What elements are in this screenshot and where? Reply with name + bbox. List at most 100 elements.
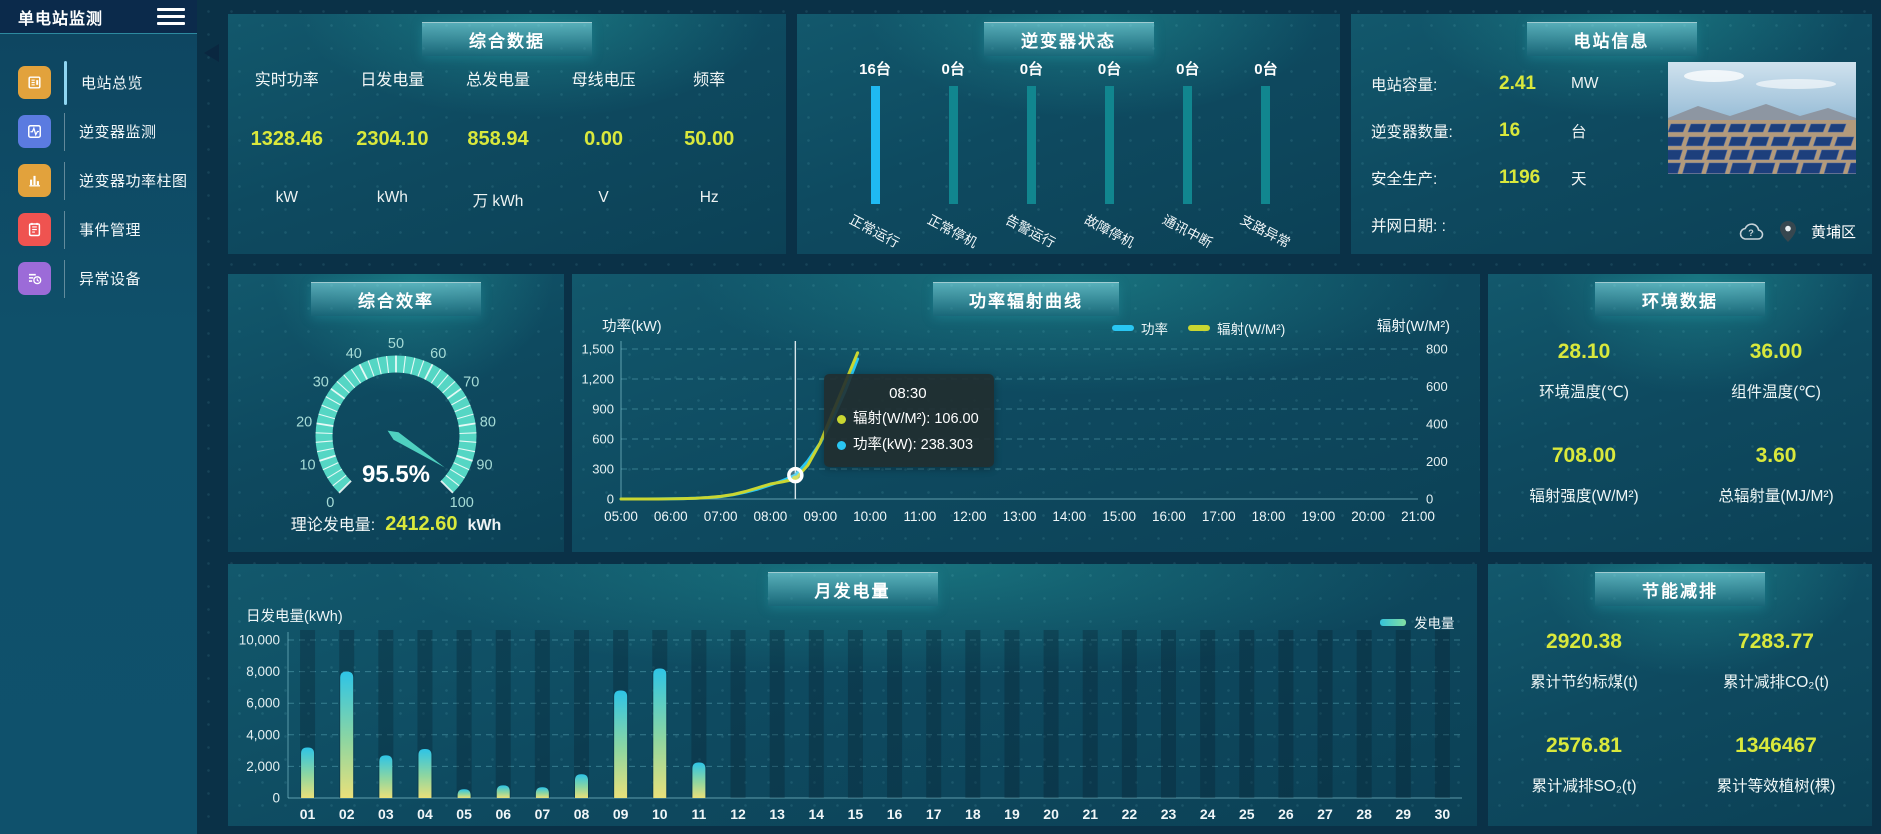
- svg-text:13:00: 13:00: [1003, 509, 1037, 524]
- generation-legend-swatch: [1380, 618, 1406, 626]
- metric-unit: Hz: [699, 189, 719, 206]
- news-icon: [18, 66, 51, 99]
- tooltip-row: 辐射(W/M²): 106.00: [837, 407, 979, 432]
- metric-value: 2920.38: [1546, 630, 1622, 653]
- theory-energy-value: 2412.60: [385, 513, 458, 535]
- svg-text:08: 08: [574, 806, 590, 822]
- status-bar: [1026, 86, 1036, 204]
- status-bar: [948, 86, 958, 204]
- location-pin-icon[interactable]: [1779, 221, 1796, 242]
- info-unit: 台: [1571, 123, 1587, 141]
- legend-item-功率[interactable]: 功率: [1112, 318, 1168, 338]
- panel-efficiency: 综合效率 0 10 20 30 40 50 60 70 80 90 100 95.5% 理论发电量: …: [228, 274, 564, 552]
- svg-text:17:00: 17:00: [1202, 509, 1236, 524]
- panel-title-summary: 综合数据: [422, 22, 592, 56]
- saving-metrics: 2920.38 累计节约标煤(t) 7283.77 累计减排CO₂(t) 2576.81…: [1488, 564, 1872, 796]
- metric-label: 累计等效植树(棵): [1716, 778, 1836, 795]
- summary-metric: 实时功率 1328.46 kW: [234, 66, 340, 211]
- weather-cloud-icon[interactable]: ?: [1737, 222, 1765, 242]
- svg-text:09: 09: [613, 806, 629, 822]
- svg-text:22: 22: [1122, 806, 1138, 822]
- legend-label: 功率: [1141, 322, 1168, 337]
- monthly-generation-chart[interactable]: 日发电量(kWh) 0 2,000 4,000 6,000 8,000 10,000 01 02…: [228, 564, 1477, 826]
- inverter-status-bars: 16台 正常运行 0台 正常停机 0台 告警运行 0台 故障停机 0台 通讯中断 0台 支路异常: [797, 14, 1340, 251]
- metric-unit: kWh: [376, 189, 408, 206]
- bar-chart-icon: [18, 164, 51, 197]
- legend-swatch: [1112, 325, 1134, 331]
- svg-text:日发电量(kWh): 日发电量(kWh): [246, 608, 343, 625]
- svg-text:23: 23: [1161, 806, 1177, 822]
- svg-text:6,000: 6,000: [246, 696, 280, 711]
- inverter-status-column: 0台 通讯中断: [1158, 58, 1218, 251]
- sidebar-item-label: 电站总览: [81, 75, 144, 92]
- info-value: 2.41: [1499, 72, 1536, 94]
- bar-chart-legend[interactable]: 发电量: [1380, 612, 1455, 632]
- inverter-status-column: 16台 正常运行: [845, 58, 905, 251]
- info-label: 逆变器数量:: [1371, 123, 1453, 141]
- status-count: 0台: [1176, 61, 1200, 78]
- sidebar-item-event-management[interactable]: 事件管理: [0, 205, 197, 254]
- svg-text:功率(kW): 功率(kW): [602, 318, 662, 335]
- metric-value: 28.10: [1557, 340, 1611, 363]
- svg-text:0: 0: [1426, 492, 1433, 507]
- svg-text:18: 18: [965, 806, 981, 822]
- summary-metric: 母线电压 0.00 V: [551, 66, 657, 211]
- svg-text:03: 03: [378, 806, 394, 822]
- collapse-sidebar-arrow[interactable]: [204, 44, 219, 62]
- metric-label: 累计减排SO₂(t): [1531, 778, 1637, 795]
- sidebar-header: 单电站监测: [0, 0, 197, 34]
- metric-label: 辐射强度(W/M²): [1529, 488, 1639, 505]
- metric-cell: 36.00 组件温度(℃): [1680, 340, 1872, 402]
- metric-label: 日发电量: [360, 72, 425, 89]
- info-value: 1196: [1499, 166, 1541, 188]
- svg-text:30: 30: [313, 374, 329, 390]
- status-count: 0台: [941, 61, 965, 78]
- location-name: 黄埔区: [1810, 224, 1856, 241]
- svg-text:26: 26: [1278, 806, 1294, 822]
- station-info-row: 安全生产: 1196 天: [1371, 154, 1661, 201]
- panel-title-monthly: 月发电量: [767, 572, 938, 606]
- svg-text:辐射(W/M²): 辐射(W/M²): [1377, 318, 1450, 335]
- legend-label: 辐射(W/M²): [1217, 322, 1286, 337]
- svg-text:12: 12: [730, 806, 746, 822]
- svg-text:04: 04: [417, 806, 433, 822]
- legend-item-辐射(W/M²)[interactable]: 辐射(W/M²): [1188, 318, 1285, 338]
- sidebar-item-abnormal-devices[interactable]: 异常设备: [0, 254, 197, 303]
- metric-unit: V: [598, 189, 609, 206]
- svg-text:0: 0: [607, 492, 614, 507]
- info-unit: MW: [1571, 74, 1599, 92]
- power-radiation-chart[interactable]: 功率(kW) 辐射(W/M²) 0 300 600 900 1,200 1,500 0 200 40…: [572, 274, 1480, 552]
- efficiency-gauge-chart[interactable]: 0 10 20 30 40 50 60 70 80 90 100 95.5%: [228, 302, 564, 510]
- svg-text:20: 20: [1043, 806, 1059, 822]
- svg-text:10,000: 10,000: [239, 633, 280, 648]
- metric-value: 2576.81: [1546, 734, 1622, 757]
- svg-text:10: 10: [299, 458, 315, 474]
- svg-text:10: 10: [652, 806, 668, 822]
- svg-text:300: 300: [592, 462, 614, 477]
- panel-power-radiation-curve: 功率辐射曲线 功率(kW) 辐射(W/M²) 0 300 600 900 1,200 1,50…: [572, 274, 1480, 552]
- metric-value: 1346467: [1735, 734, 1817, 757]
- metric-label: 母线电压: [571, 72, 636, 89]
- svg-text:19:00: 19:00: [1301, 509, 1335, 524]
- svg-text:8,000: 8,000: [246, 664, 280, 679]
- status-bar: [1261, 86, 1271, 204]
- menu-divider: [64, 259, 65, 298]
- sidebar-item-inverter-monitor[interactable]: 逆变器监测: [0, 107, 197, 156]
- metric-value: 858.94: [467, 128, 529, 150]
- svg-text:600: 600: [592, 432, 614, 447]
- sidebar-item-inverter-power-bars[interactable]: 逆变器功率柱图: [0, 156, 197, 205]
- metric-cell: 2920.38 累计节约标煤(t): [1488, 630, 1680, 692]
- svg-text:11: 11: [691, 806, 706, 822]
- inverter-status-column: 0台 故障停机: [1080, 58, 1140, 251]
- svg-text:08:00: 08:00: [754, 509, 788, 524]
- metric-unit: 万 kWh: [472, 193, 524, 210]
- panel-summary-data: 综合数据 实时功率 1328.46 kW 日发电量 2304.10 kWh 总发电量 858.…: [228, 14, 786, 254]
- menu-divider: [64, 112, 65, 151]
- hamburger-menu-icon[interactable]: [157, 8, 185, 25]
- generation-legend-label: 发电量: [1414, 616, 1455, 631]
- summary-metric: 总发电量 858.94 万 kWh: [445, 66, 551, 211]
- summary-metric: 频率 50.00 Hz: [656, 66, 762, 211]
- panel-title-saving: 节能减排: [1595, 572, 1765, 606]
- sidebar-item-overview[interactable]: 电站总览: [0, 58, 197, 107]
- sidebar-item-label: 事件管理: [79, 222, 142, 239]
